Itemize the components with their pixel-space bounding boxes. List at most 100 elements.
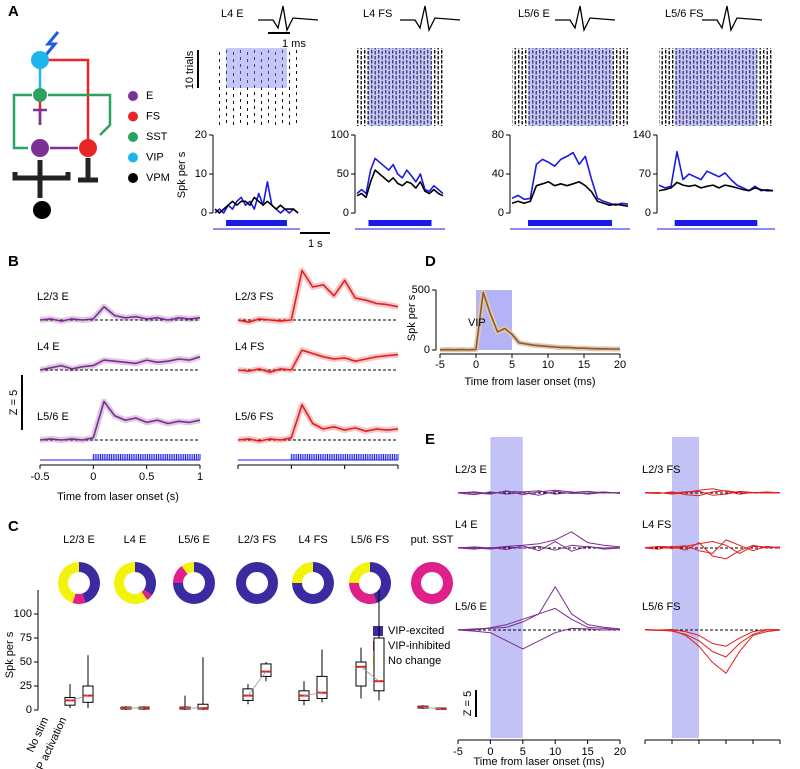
x-tick-label: 15 — [581, 746, 593, 758]
y-tick-label: 0 — [343, 207, 349, 219]
legend-dot — [128, 152, 138, 163]
laser-bar — [674, 220, 758, 226]
x-tick-label: 20 — [614, 746, 626, 758]
y-tick-label: 100 — [331, 129, 349, 141]
y-axis-label: Spk per s — [176, 151, 188, 198]
y-tick-label: 0 — [424, 344, 430, 356]
trace — [39, 400, 201, 441]
chart-title: L4 E — [221, 8, 244, 20]
panel-label: B — [8, 253, 19, 270]
scale-label: 1 ms — [282, 38, 306, 50]
median-link — [360, 666, 380, 682]
scale-label: 10 trials — [184, 50, 196, 89]
x-tick-label: 5 — [509, 359, 515, 371]
x-tick-label: 10 — [542, 359, 554, 371]
donut-title: L2/3 E — [63, 534, 95, 546]
y-tick-label: 0 — [645, 207, 651, 219]
y-tick-label: 100 — [14, 608, 32, 620]
legend-dot — [128, 132, 138, 142]
x-tick-label: 0 — [90, 471, 96, 483]
raster — [357, 48, 443, 126]
median-link — [422, 706, 442, 710]
psth-line — [356, 157, 444, 195]
trace-label: L4 FS — [642, 519, 671, 531]
trace — [457, 544, 621, 551]
y-tick-label: 75 — [20, 632, 32, 644]
legend-label: VIP — [146, 151, 164, 163]
donut-segment — [135, 562, 156, 596]
panel-label: C — [8, 518, 19, 535]
box — [355, 661, 367, 687]
trace — [39, 306, 201, 322]
legend-label: VPM — [146, 172, 170, 184]
x-tick-label: -5 — [453, 746, 463, 758]
donut-title: L5/6 E — [178, 534, 210, 546]
trace — [457, 490, 621, 496]
laser-shade — [490, 437, 523, 738]
legend-label: No change — [388, 655, 441, 667]
legend-dot — [128, 91, 138, 101]
y-tick-label: 20 — [195, 129, 207, 141]
panel-label: A — [8, 3, 19, 20]
y-tick-label: 50 — [337, 168, 349, 180]
donut-segment — [113, 562, 148, 604]
trace-label: L4 FS — [235, 341, 264, 353]
trace — [644, 539, 781, 554]
x-axis-label: Time from laser onset (ms) — [473, 756, 604, 768]
trace-label: L5/6 E — [37, 411, 69, 423]
trace — [457, 489, 621, 496]
donut-segment — [58, 562, 79, 603]
box — [373, 637, 385, 692]
legend-label: FS — [146, 110, 160, 122]
trace — [645, 629, 781, 658]
donut-segment — [349, 583, 377, 604]
donut-title: put. SST — [411, 534, 454, 546]
psth-line — [658, 181, 773, 192]
chart-title: L5/6 E — [518, 8, 550, 20]
x-tick-label: 10 — [549, 746, 561, 758]
trace-label: L5/6 FS — [235, 411, 274, 423]
donut-title: L4 E — [124, 534, 147, 546]
trace — [457, 607, 621, 631]
legend-swatch — [373, 626, 383, 636]
y-axis-label: Spk per s — [4, 631, 16, 678]
psth-line — [511, 181, 629, 207]
circuit-diagram — [12, 31, 112, 219]
trace — [644, 541, 781, 554]
donut-segment — [292, 562, 334, 604]
legend-label: VIP-excited — [388, 625, 444, 637]
trace-label: L2/3 E — [37, 291, 69, 303]
y-tick-label: 500 — [412, 284, 430, 296]
trace-label: L4 E — [37, 341, 60, 353]
y-tick-label: 0 — [26, 704, 32, 716]
trace-label: L2/3 FS — [235, 291, 274, 303]
y-tick-label: 0 — [498, 207, 504, 219]
donut-title: L5/6 FS — [351, 534, 390, 546]
trace — [237, 269, 399, 323]
raster — [659, 48, 773, 126]
donut-segment — [236, 562, 278, 604]
trace — [237, 349, 399, 373]
x-tick-label: 0 — [473, 359, 479, 371]
panel-label: E — [425, 431, 435, 448]
y-tick-label: 10 — [195, 168, 207, 180]
donut-title: L4 FS — [298, 534, 327, 546]
box — [260, 663, 272, 677]
trace-label: L4 E — [455, 519, 478, 531]
line — [439, 291, 620, 351]
x-tick-label: 15 — [578, 359, 590, 371]
laser-bar — [528, 220, 612, 226]
donut-segment — [141, 589, 152, 600]
raster-laser — [368, 48, 432, 126]
psth-line — [511, 151, 629, 206]
x-tick-label: -0.5 — [31, 471, 50, 483]
donut-segment — [349, 562, 370, 583]
chart-title: L4 FS — [363, 8, 392, 20]
trace — [39, 356, 201, 371]
box — [316, 675, 328, 699]
donut-segment — [370, 562, 391, 603]
annotation: VIP — [468, 317, 486, 329]
donut-title: L2/3 FS — [238, 534, 277, 546]
laser-bar — [226, 220, 287, 226]
